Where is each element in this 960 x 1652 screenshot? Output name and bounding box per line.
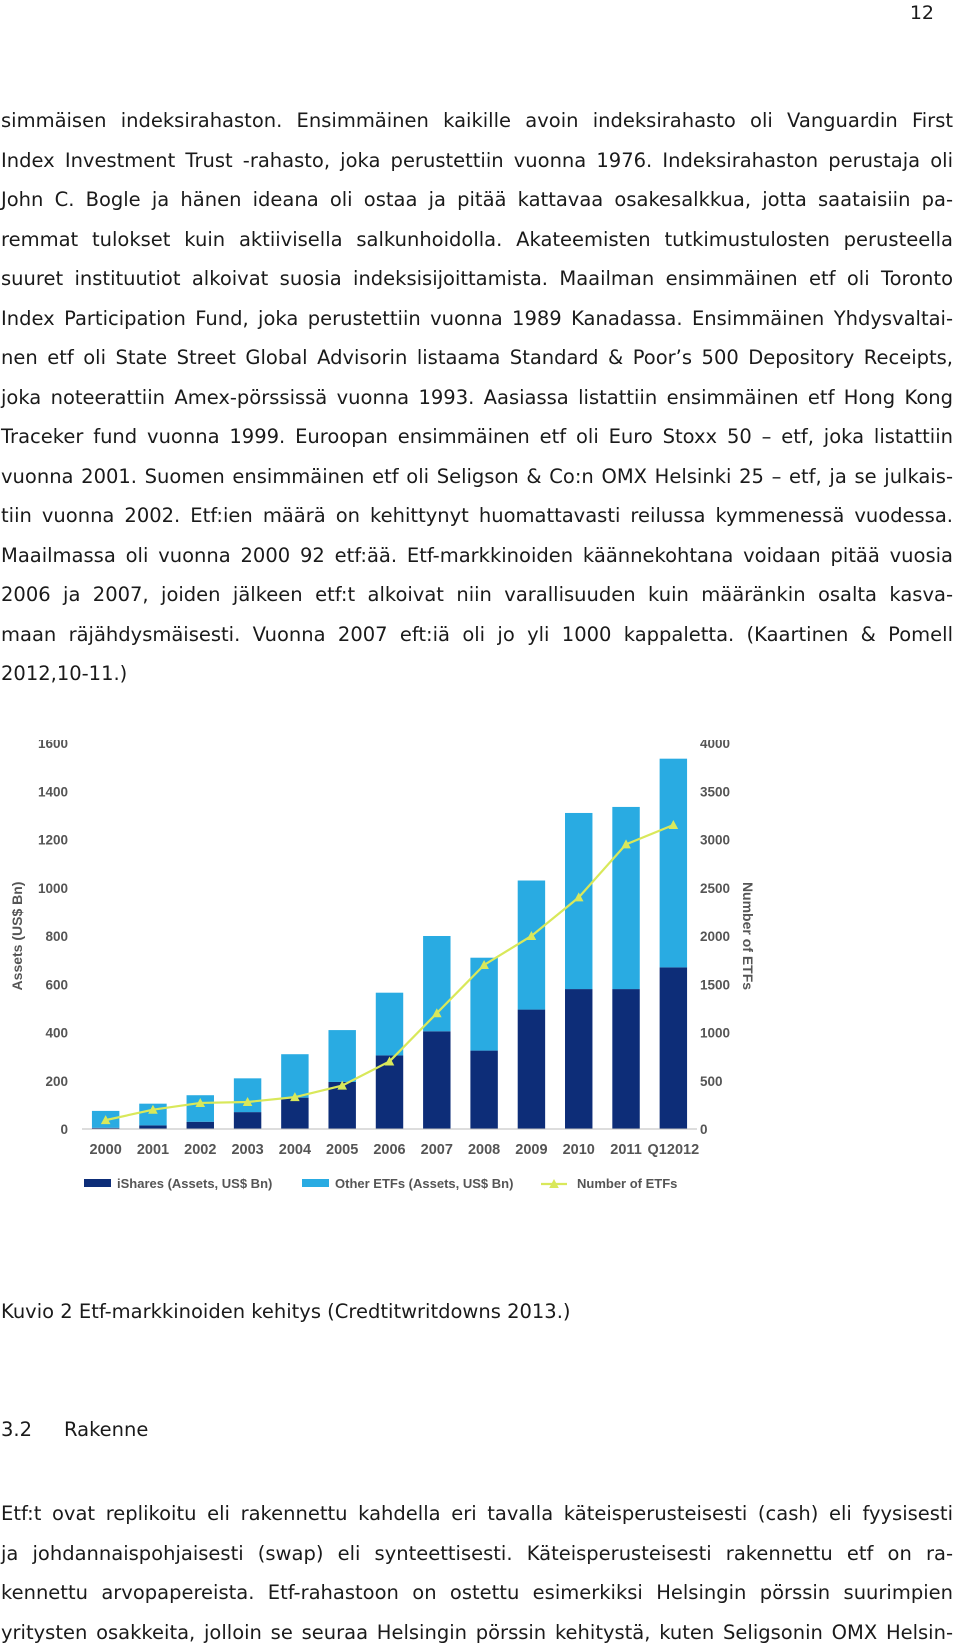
y-tick-label: 0 xyxy=(60,1122,68,1137)
y-tick-label: 800 xyxy=(45,929,68,944)
x-tick-label: 2010 xyxy=(563,1142,595,1158)
paragraph-line: yritysten osakkeita, jolloin se seuraa H… xyxy=(1,1613,953,1652)
paragraph-line: tiin vuonna 2002. Etf:ien määrä on kehit… xyxy=(1,496,953,536)
paragraph-line: Index Participation Fund, joka perustett… xyxy=(1,299,953,339)
paragraph-line: simmäisen indeksirahaston. Ensimmäinen k… xyxy=(1,101,953,141)
bar-ishares xyxy=(187,1122,214,1129)
y-tick-label: 1200 xyxy=(38,833,68,848)
x-tick-label: 2000 xyxy=(90,1142,122,1158)
y-tick-label: 1400 xyxy=(38,784,68,799)
y2-tick-label: 1500 xyxy=(700,977,730,992)
bar-ishares xyxy=(660,967,687,1129)
bar-other-etfs xyxy=(281,1054,308,1097)
x-tick-label: 2011 xyxy=(610,1142,641,1158)
paragraph-line: joka noteerattiin Amex-pörssissä vuonna … xyxy=(1,378,953,418)
bar-other-etfs xyxy=(234,1078,261,1112)
bar-ishares xyxy=(470,1051,497,1129)
x-tick-label: 2006 xyxy=(373,1142,405,1158)
x-tick-label: 2004 xyxy=(279,1142,311,1158)
legend-swatch-ishares xyxy=(84,1179,111,1187)
bar-ishares xyxy=(281,1098,308,1129)
y2-tick-label: 0 xyxy=(700,1122,708,1137)
y2-axis-label: Number of ETFs xyxy=(740,882,756,990)
body-paragraph-1: simmäisen indeksirahaston. Ensimmäinen k… xyxy=(1,101,953,694)
bar-other-etfs xyxy=(376,993,403,1056)
y-axis-label: Assets (US$ Bn) xyxy=(9,882,25,991)
y-tick-label: 1600 xyxy=(38,740,68,751)
paragraph-line: remmat tulokset kuin aktiivisella salkun… xyxy=(1,220,953,260)
bar-other-etfs xyxy=(518,881,545,1010)
y-tick-label: 200 xyxy=(45,1074,68,1089)
paragraph-line: kennettu arvopapereista. Etf-rahastoon o… xyxy=(1,1573,953,1613)
y-tick-label: 600 xyxy=(45,977,68,992)
paragraph-line: nen etf oli State Street Global Advisori… xyxy=(1,338,953,378)
bar-ishares xyxy=(612,989,639,1129)
paragraph-line: maan räjähdysmäisesti. Vuonna 2007 eft:i… xyxy=(1,615,953,655)
paragraph-line: Maailmassa oli vuonna 2000 92 etf:ää. Et… xyxy=(1,536,953,576)
bar-ishares xyxy=(565,989,592,1129)
y2-tick-label: 3000 xyxy=(700,833,730,848)
bar-ishares xyxy=(234,1112,261,1129)
bar-other-etfs xyxy=(660,759,687,968)
y2-tick-label: 2500 xyxy=(700,881,730,896)
etf-market-chart: 0 200 400 600 800 1000 1200 1400 1600 0 500 1000 150… xyxy=(0,740,800,1260)
bar-other-etfs xyxy=(612,807,639,989)
section-number: 3.2 xyxy=(1,1418,64,1441)
x-tick-label: 2009 xyxy=(515,1142,547,1158)
paragraph-line: vuonna 2001. Suomen ensimmäinen etf oli … xyxy=(1,457,953,497)
page-number: 12 xyxy=(910,2,934,24)
y-tick-label: 1000 xyxy=(38,881,68,896)
y2-tick-label: 3500 xyxy=(700,784,730,799)
paragraph-line: John C. Bogle ja hänen ideana oli ostaa … xyxy=(1,180,953,220)
paragraph-line: Traceker fund vuonna 1999. Euroopan ensi… xyxy=(1,417,953,457)
y2-tick-label: 4000 xyxy=(700,740,730,751)
bar-ishares xyxy=(139,1125,166,1129)
paragraph-line: suuret instituutiot alkoivat suosia inde… xyxy=(1,259,953,299)
legend-swatch-other-etfs xyxy=(302,1179,329,1187)
y2-tick-label: 500 xyxy=(700,1074,723,1089)
y2-tick-label: 2000 xyxy=(700,929,730,944)
paragraph-line: 2006 ja 2007, joiden jälkeen etf:t alkoi… xyxy=(1,575,953,615)
legend-label-ishares: iShares (Assets, US$ Bn) xyxy=(117,1176,272,1191)
x-tick-label: 2007 xyxy=(421,1142,453,1158)
x-tick-label: 2002 xyxy=(184,1142,216,1158)
section-title: Rakenne xyxy=(64,1418,148,1441)
legend-label-other-etfs: Other ETFs (Assets, US$ Bn) xyxy=(335,1176,513,1191)
x-tick-label: 2008 xyxy=(468,1142,500,1158)
body-paragraph-2: Etf:t ovat replikoitu eli rakennettu kah… xyxy=(1,1494,953,1652)
figure-caption: Kuvio 2 Etf-markkinoiden kehitys (Credti… xyxy=(1,1300,571,1323)
paragraph-line: Index Investment Trust -rahasto, joka pe… xyxy=(1,141,953,181)
y-tick-label: 400 xyxy=(45,1026,68,1041)
y2-tick-label: 1000 xyxy=(700,1026,730,1041)
bar-ishares xyxy=(423,1031,450,1129)
x-tick-label: Q12012 xyxy=(648,1142,700,1158)
bar-other-etfs xyxy=(470,958,497,1051)
x-tick-label: 2003 xyxy=(231,1142,263,1158)
bar-other-etfs xyxy=(328,1030,355,1082)
x-tick-label: 2005 xyxy=(326,1142,358,1158)
x-tick-label: 2001 xyxy=(137,1142,169,1158)
bar-ishares xyxy=(518,1010,545,1129)
legend-label-number-of-etfs: Number of ETFs xyxy=(577,1176,677,1191)
paragraph-line: ja johdannaispohjaisesti (swap) eli synt… xyxy=(1,1534,953,1574)
paragraph-line: Etf:t ovat replikoitu eli rakennettu kah… xyxy=(1,1494,953,1534)
paragraph-line: 2012,10-11.) xyxy=(1,654,953,694)
